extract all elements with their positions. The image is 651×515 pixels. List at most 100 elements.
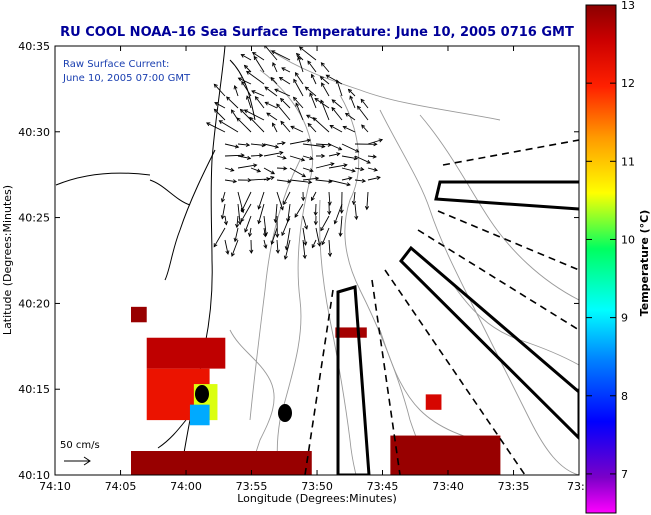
current-vector-shaft — [258, 203, 265, 224]
current-vector — [271, 122, 278, 133]
current-vector — [289, 155, 306, 162]
current-vector-head — [233, 237, 238, 243]
current-vector — [243, 109, 265, 121]
sst-patch — [390, 435, 501, 475]
current-vector-head — [317, 242, 322, 247]
current-vector — [250, 143, 267, 148]
current-vector-head — [275, 233, 280, 238]
current-vector-shaft — [328, 153, 340, 157]
current-vector — [224, 179, 238, 184]
current-vector-head — [302, 254, 307, 260]
current-vector — [276, 103, 291, 121]
current-vector-shaft — [321, 62, 330, 73]
current-vector-head — [300, 157, 306, 162]
current-vector-shaft — [289, 155, 305, 161]
current-vector-shaft — [341, 167, 356, 172]
current-vector-shaft — [336, 80, 343, 97]
current-vector-shaft — [307, 60, 317, 73]
current-vector — [312, 117, 330, 133]
current-vector-head — [311, 244, 316, 249]
current-vector — [276, 141, 286, 146]
current-vector — [220, 191, 226, 203]
current-vector-shaft — [234, 85, 239, 97]
current-vector-head — [355, 148, 360, 153]
current-vector-shaft — [237, 203, 241, 225]
current-vector — [237, 155, 252, 160]
current-vector — [311, 191, 317, 202]
current-vector — [327, 203, 332, 216]
current-vector-shaft — [366, 191, 369, 210]
current-vector — [274, 88, 291, 97]
current-vectors — [205, 46, 384, 260]
current-vector — [327, 191, 332, 206]
current-vector-head — [373, 142, 378, 147]
current-vector — [327, 239, 333, 258]
current-vector — [328, 143, 343, 151]
shipping-lanes — [304, 139, 579, 475]
current-vector-shaft — [241, 81, 252, 97]
current-vector — [257, 203, 265, 225]
sst-patch — [146, 337, 226, 369]
current-vector-head — [283, 255, 288, 260]
current-vector-shaft — [302, 215, 308, 230]
plot-background — [55, 46, 579, 475]
current-vector-shaft — [221, 191, 226, 202]
current-vector — [224, 143, 240, 149]
current-vector-shaft — [252, 52, 265, 61]
current-vector-head — [378, 138, 384, 143]
current-vector — [213, 227, 226, 248]
current-vector-head — [270, 76, 275, 82]
current-vector — [302, 215, 309, 230]
current-vector — [224, 167, 235, 172]
current-vector-shaft — [345, 113, 356, 121]
current-time-annotation: June 10, 2005 07:00 GMT — [62, 73, 191, 84]
current-vector — [342, 125, 356, 133]
current-vector — [280, 120, 291, 133]
current-vector — [289, 167, 307, 178]
current-vector-head — [327, 210, 332, 216]
x-tick-label: 73:45 — [367, 480, 399, 493]
current-vector-shaft — [263, 227, 266, 237]
current-vector — [341, 143, 360, 153]
current-vector-shaft — [307, 123, 317, 133]
current-vector-shaft — [276, 179, 291, 183]
current-vector-shaft — [289, 167, 306, 178]
current-vector-head — [213, 108, 218, 113]
current-vector-shaft — [289, 139, 311, 145]
current-vector-shaft — [281, 215, 291, 236]
colorbar-tick-label: 13 — [621, 0, 635, 12]
current-vector-shaft — [279, 77, 291, 85]
sst-patch — [425, 394, 442, 410]
current-vector-head — [254, 95, 259, 101]
current-vector-shaft — [249, 117, 265, 133]
current-vector-head — [279, 206, 284, 211]
current-vector-shaft — [302, 143, 325, 148]
current-vector — [331, 106, 343, 121]
current-vector-shaft — [226, 96, 239, 109]
current-vector-shaft — [341, 143, 359, 153]
current-vector-head — [218, 120, 223, 124]
current-vector — [247, 227, 253, 238]
current-vector-head — [287, 179, 292, 184]
current-vector-head — [280, 120, 285, 125]
current-vector-head — [330, 162, 335, 167]
current-vector-head — [338, 146, 343, 151]
current-vector — [360, 98, 369, 109]
current-vector-shaft — [258, 191, 265, 210]
current-title-annotation: Raw Surface Current: — [63, 59, 169, 70]
current-vector-shaft — [302, 155, 313, 160]
current-vector-head — [301, 196, 306, 202]
current-vector-shaft — [315, 227, 321, 246]
current-vector-head — [266, 177, 271, 182]
current-vector — [240, 203, 252, 223]
current-vector — [347, 88, 356, 97]
current-vector — [320, 99, 330, 121]
current-vector — [275, 215, 280, 238]
bathymetry-contours — [229, 49, 579, 475]
current-vector-shaft — [263, 167, 275, 175]
current-vector-shaft — [224, 143, 239, 148]
current-vector — [276, 179, 292, 184]
current-vector-head — [347, 88, 352, 93]
current-vector — [341, 155, 359, 161]
